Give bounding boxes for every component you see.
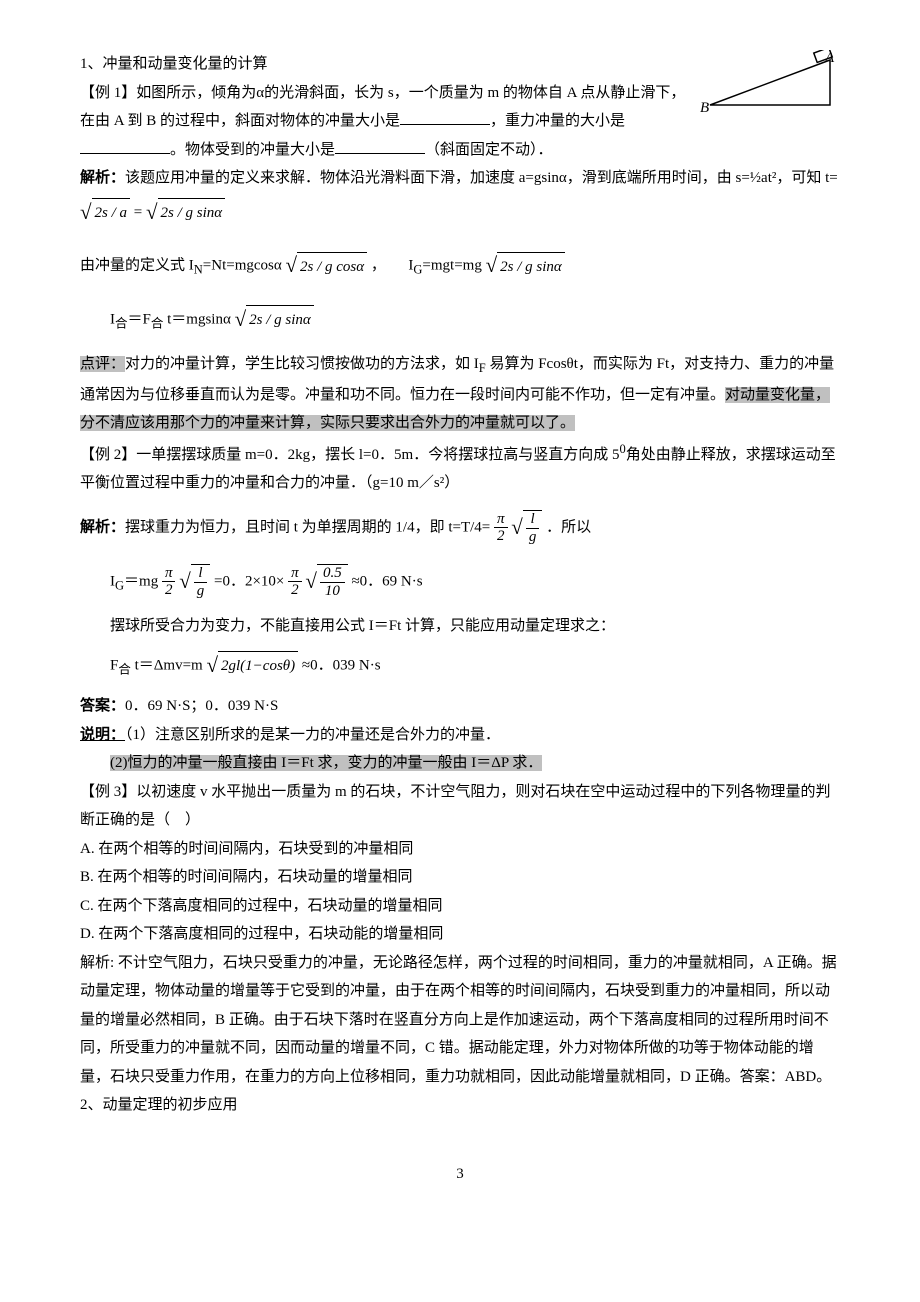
ex1-l2-mid2: ， I xyxy=(371,258,414,274)
sqrt-2s-gsin3: √2s / g sinα xyxy=(235,300,314,340)
ex1-line2: 由冲量的定义式 IN=Nt=mgcosα √2s / g cosα ， IG=m… xyxy=(80,246,840,286)
sqrt-l-g: √lg xyxy=(511,508,542,548)
ex1-analysis-label: 解析： xyxy=(80,170,125,186)
example2-body: 【例 2】一单摆摆球质量 m=0．2kg，摆长 l=0．5m．今将摆球拉高与竖直… xyxy=(80,438,840,498)
ex2-note2: (2)恒力的冲量一般直接由 I＝Ft 求，变力的冲量一般由 I＝ΔP 求． xyxy=(110,755,542,771)
ex3-opt-c: C. 在两个下落高度相同的过程中，石块动量的增量相同 xyxy=(80,892,840,921)
section2-title: 2、动量定理的初步应用 xyxy=(80,1091,840,1120)
sub-he2: 合 xyxy=(151,317,164,331)
ex1-label: 【例 1】 xyxy=(80,85,136,101)
blank3 xyxy=(335,138,425,154)
ex1-l2-mid3: =mgt=mg xyxy=(422,258,481,274)
ex3-opt-b: B. 在两个相等的时间间隔内，石块动量的增量相同 xyxy=(80,863,840,892)
sqrt-2s-gsin: √2s / g sinα xyxy=(146,193,225,233)
ex2-analysis-text: 摆球重力为恒力，且时间 t 为单摆周期的 1/4，即 t=T/4= xyxy=(125,519,490,535)
ex3-opt-a: A. 在两个相等的时间间隔内，石块受到的冲量相同 xyxy=(80,835,840,864)
example3-body: 【例 3】以初速度 v 水平抛出一质量为 m 的石块，不计空气阻力，则对石块在空… xyxy=(80,778,840,835)
ex1-comment: 点评：对力的冲量计算，学生比较习惯按做功的方法求，如 IF 易算为 Fcosθt… xyxy=(80,350,840,438)
ex2-note2-wrap: (2)恒力的冲量一般直接由 I＝Ft 求，变力的冲量一般由 I＝ΔP 求． xyxy=(110,749,840,778)
ex2-l2-nums: =0．2×10× xyxy=(214,573,284,589)
ex1-line3: I合＝F合 t＝mgsinα √2s / g sinα xyxy=(110,300,840,340)
frac-pi-2: π2 xyxy=(494,511,508,545)
sub-n: N xyxy=(194,263,203,277)
ex1-comment-label: 点评： xyxy=(80,356,125,372)
sqrt-2s-gsin2: √2s / g sinα xyxy=(486,246,565,286)
ex3-text: 以初速度 v 水平抛出一质量为 m 的石块，不计空气阻力，则对石块在空中运动过程… xyxy=(80,784,830,829)
diagram-label-a: A xyxy=(824,50,835,66)
ex2-note: 说明：（1）注意区别所求的是某一力的冲量还是合外力的冲量． xyxy=(80,721,840,750)
blank1 xyxy=(400,109,490,125)
ex2-suffix: ．所以 xyxy=(546,519,591,535)
sqrt-l-g-b: √lg xyxy=(179,562,210,602)
ex1-analysis: 解析：该题应用冲量的定义来求解．物体沿光滑料面下滑，加速度 a=gsinα，滑到… xyxy=(80,164,840,232)
ex2-l2-eq: ＝mg xyxy=(124,573,158,589)
sub-he1: 合 xyxy=(115,317,128,331)
ex1-l2-mid: =Nt=mgcosα xyxy=(203,258,282,274)
sub-he3: 合 xyxy=(118,663,131,677)
ex1-c-t1: 对力的冲量计算，学生比较习惯按做功的方法求，如 I xyxy=(125,356,479,372)
sub-g2: G xyxy=(115,578,124,592)
frac-pi-2b: π2 xyxy=(162,565,176,599)
ex2-l4-result: ≈0．039 N·s xyxy=(302,658,381,674)
sub-f: F xyxy=(479,361,486,375)
ex1-l2-pre: 由冲量的定义式 I xyxy=(80,258,194,274)
ex2-l2-result: ≈0．69 N·s xyxy=(351,573,422,589)
ex2-answer-text: 0．69 N·S；0．039 N·S xyxy=(125,698,278,714)
incline-svg: A B xyxy=(700,50,840,120)
ex2-line2: IG＝mg π2 √lg =0．2×10× π2 √0.510 ≈0．69 N·… xyxy=(110,562,840,602)
page: A B 1、冲量和动量变化量的计算 【例 1】如图所示，倾角为α的光滑斜面，长为… xyxy=(0,0,920,1218)
diagram-label-b: B xyxy=(700,100,709,116)
ex2-t1: 一单摆摆球质量 m=0．2kg，摆长 l=0．5m．今将摆球拉高与竖直方向成 5 xyxy=(136,447,619,463)
sqrt-energy: √2gl(1−cosθ) xyxy=(206,646,298,686)
ex2-analysis: 解析：摆球重力为恒力，且时间 t 为单摆周期的 1/4，即 t=T/4= π2 … xyxy=(80,508,840,548)
ex2-note1: （1）注意区别所求的是某一力的冲量还是合外力的冲量． xyxy=(125,727,500,743)
blank2 xyxy=(80,138,170,154)
page-number: 3 xyxy=(80,1160,840,1189)
ex1-l3-mid: ＝F xyxy=(128,312,151,328)
ex1-t3: 。物体受到的冲量大小是 xyxy=(170,142,335,158)
ex2-line4: F合 t＝Δmv=m √2gl(1−cosθ) ≈0．039 N·s xyxy=(110,646,840,686)
ex2-analysis-label: 解析： xyxy=(80,519,125,535)
sqrt-2s-gcos: √2s / g cosα xyxy=(285,246,367,286)
ex2-label: 【例 2】 xyxy=(80,447,136,463)
ex3-opt-d: D. 在两个下落高度相同的过程中，石块动能的增量相同 xyxy=(80,920,840,949)
incline-diagram: A B xyxy=(700,50,840,131)
ex2-answer: 答案：0．69 N·S；0．039 N·S xyxy=(80,692,840,721)
ex3-analysis: 解析: 不计空气阻力，石块只受重力的冲量，无论路径怎样，两个过程的时间相同，重力… xyxy=(80,949,840,1092)
ex2-line3: 摆球所受合力为变力，不能直接用公式 I＝Ft 计算，只能应用动量定理求之： xyxy=(110,612,840,641)
ex1-t4: （斜面固定不动）． xyxy=(425,142,553,158)
ex1-t2: ，重力冲量的大小是 xyxy=(490,113,625,129)
ex2-l4-mid: t＝Δmv=m xyxy=(131,658,203,674)
sqrt-2s-a: √2s / a xyxy=(80,193,130,233)
frac-pi-2c: π2 xyxy=(288,565,302,599)
ex3-label: 【例 3】 xyxy=(80,784,136,800)
ex1-l3-mid2: t＝mgsinα xyxy=(163,312,230,328)
sqrt-05-10: √0.510 xyxy=(305,562,347,602)
ex2-answer-label: 答案： xyxy=(80,698,125,714)
ex1-analysis-text: 该题应用冲量的定义来求解．物体沿光滑料面下滑，加速度 a=gsinα，滑到底端所… xyxy=(125,170,838,186)
ex2-note-label: 说明： xyxy=(80,727,125,743)
